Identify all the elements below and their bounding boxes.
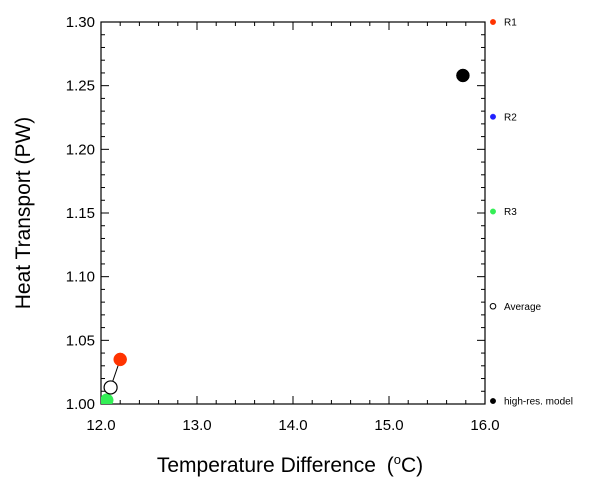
legend-marker-r1 [490,19,496,25]
plot-area: 12.0 13.0 14.0 15.0 16.0 1.00 1.05 1.10 1.15 1.20… [66,14,500,434]
data-points [101,68,470,404]
x-axis-title-unit-sup: o [394,452,401,467]
legend-marker-high-res-model [490,398,496,404]
x-axis-title: Temperature Difference (oC) [157,452,423,477]
x-tick-label: 15.0 [374,417,403,434]
x-tick-label: 12.0 [86,417,115,434]
x-axis-title-unit-open: ( [387,454,394,477]
y-axis-title: Heat Transport (PW) [12,117,35,310]
legend-marker-average [489,302,497,310]
plot-frame [100,21,486,405]
legend-marker-r2 [490,113,496,120]
legend-label-r3: R3 [504,207,517,218]
y-tick-label: 1.20 [66,141,95,158]
y-tick-label: 1.05 [66,332,95,349]
y-tick-label: 1.30 [66,14,95,31]
legend-label-average: Average [504,302,542,313]
y-tick-label: 1.10 [66,269,95,286]
legend-marker-r3 [490,208,496,215]
point-r3 [101,393,114,404]
legend-label-high-res-model: high-res. model [504,397,573,408]
x-tick-label: 16.0 [470,417,499,434]
x-axis-title-main: Temperature Difference [157,454,376,477]
y-tick-label: 1.25 [66,78,95,95]
point-high-res-model [456,68,470,83]
y-tick-label: 1.15 [66,205,95,222]
y-tick-label: 1.00 [66,396,95,413]
point-r1 [113,352,127,367]
x-tick-label: 14.0 [278,417,307,434]
point-average [103,380,118,395]
legend-label-r2: R2 [504,112,517,123]
x-tick-label: 13.0 [182,417,211,434]
x-axis-title-unit-main: C) [401,454,423,477]
legend: R1 R2 R3 Average high-res. model [489,18,573,408]
legend-label-r1: R1 [504,18,517,29]
